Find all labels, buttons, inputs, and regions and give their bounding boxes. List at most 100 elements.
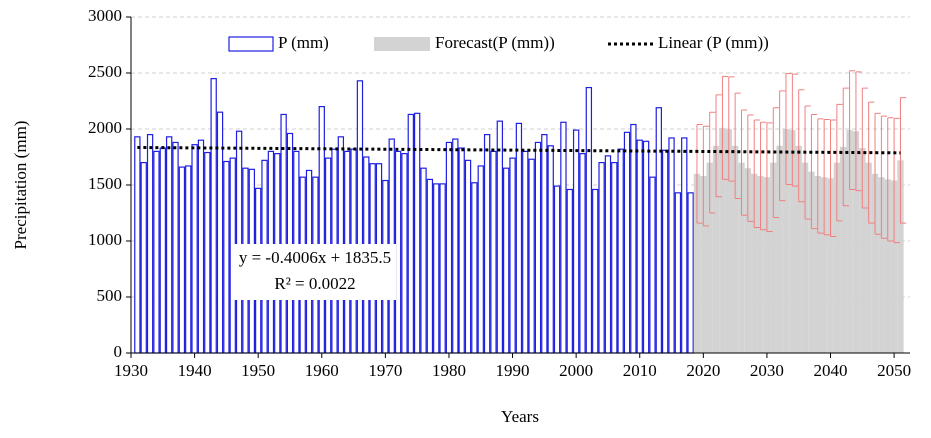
error-bar [836,103,843,222]
forecast-bar [878,177,885,353]
bar [611,162,618,354]
bar [204,151,211,354]
error-bar [849,70,856,190]
annotation-box [234,244,396,300]
error-bar [887,117,894,242]
x-tick-label: 2050 [877,361,911,380]
bar [318,105,325,354]
forecast-bar [808,171,815,353]
bar [426,178,434,354]
forecast-bar [820,177,828,353]
y-tick-label: 500 [97,286,123,305]
bar [617,148,624,354]
forecast-bar [751,173,758,353]
x-tick-label: 1980 [432,361,466,380]
x-tick-label: 2000 [559,361,593,380]
bar [280,113,287,354]
annotation: R² = 0.0022 [274,274,355,293]
legend-label: P (mm) [278,33,329,52]
error-bar [861,87,869,209]
x-tick-label: 2040 [814,361,848,380]
bar [286,132,294,354]
legend-label: Forecast(P (mm)) [435,33,555,52]
error-bar [810,113,818,230]
bar [668,137,675,354]
forecast-bar [725,129,732,353]
bar [503,167,510,354]
y-axis-label: Precipitation (mm) [11,121,30,250]
legend-swatch [374,37,430,51]
error-bar [760,121,767,231]
bar [172,141,179,354]
error-bar [893,117,900,244]
error-bar [766,122,773,232]
forecast-bar [871,173,879,353]
forecast-bar [782,129,790,353]
forecast-bar [859,148,866,353]
forecast-bar [731,145,739,353]
x-tick-label: 1930 [114,361,148,380]
forecast-bar [884,179,891,353]
bar [687,192,694,354]
error-bar [740,109,748,216]
error-bar [830,119,837,238]
error-bar [874,112,881,235]
forecast-bar [706,162,713,353]
error-bar [709,111,716,214]
bar [483,134,491,354]
forecast-bar [897,160,904,353]
forecast-bar [712,145,720,353]
bar [528,158,535,354]
forecast-bar [801,162,809,353]
bar [439,183,446,354]
forecast-bar [833,162,841,353]
bar [210,77,217,354]
error-bar [728,76,735,182]
bar [496,120,504,354]
forecast-bar [846,130,853,353]
bar [191,144,198,354]
forecast-bar [719,127,726,353]
x-tick-label: 2020 [686,361,720,380]
bar [579,153,586,354]
x-tick-label: 1940 [178,361,212,380]
bar [356,80,364,354]
bar [623,131,631,354]
annotation: y = -0.4006x + 1835.5 [239,248,391,267]
bar [566,188,573,354]
bar [452,138,459,354]
bar [509,157,516,354]
bar [223,160,230,354]
x-tick-label: 2010 [623,361,657,380]
forecast-bar [763,177,771,353]
error-bar [772,107,780,218]
forecast-bar [840,146,847,353]
error-bar [779,90,786,202]
forecast-bar [852,131,860,353]
forecast-bar [814,176,821,353]
bar [477,165,484,354]
x-tick-label: 1950 [241,361,275,380]
forecast-bar [693,173,701,353]
bar [553,185,561,354]
bar [401,153,408,354]
forecast-bar [700,176,707,353]
bar [165,136,173,354]
bar [598,162,605,354]
legend-label: Linear (P (mm)) [658,33,769,52]
forecast-bar [865,162,872,353]
bar [572,129,580,354]
bar [471,182,478,354]
error-bar [696,124,703,224]
y-tick-label: 2000 [88,118,122,137]
y-tick-label: 0 [114,342,123,361]
error-bar [798,89,805,203]
bar [655,107,662,354]
bar [515,122,523,354]
bar [642,140,650,354]
bar [661,149,669,354]
error-bar [785,73,792,185]
bar [235,130,243,354]
forecast-bar [795,145,802,353]
